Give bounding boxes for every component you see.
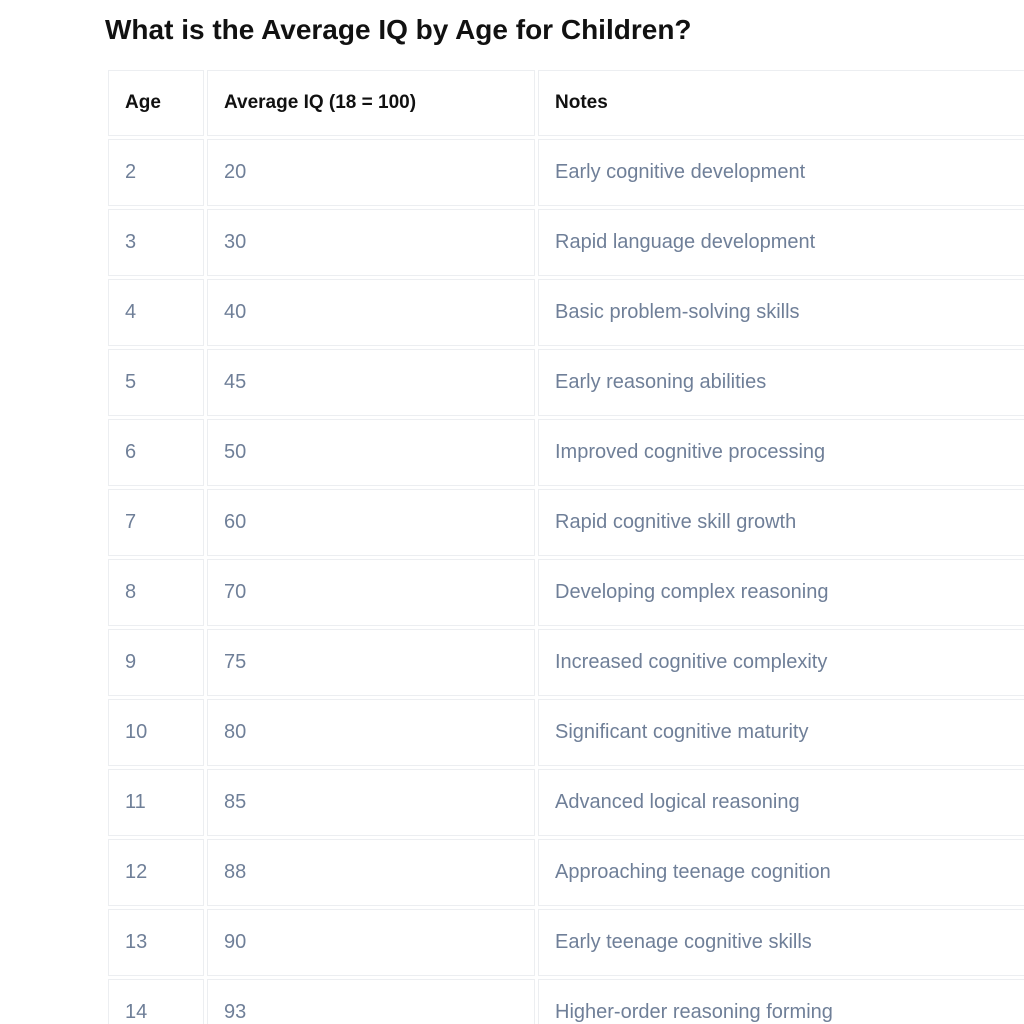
average-iq-cell: 60	[207, 489, 535, 556]
average-iq-cell: 30	[207, 209, 535, 276]
average-iq-cell: 90	[207, 909, 535, 976]
table-row: 11 85 Advanced logical reasoning	[108, 769, 1024, 836]
notes-cell: Early reasoning abilities	[538, 349, 1024, 416]
age-cell: 11	[108, 769, 204, 836]
age-cell: 4	[108, 279, 204, 346]
average-iq-cell: 93	[207, 979, 535, 1024]
average-iq-cell: 70	[207, 559, 535, 626]
notes-cell: Increased cognitive complexity	[538, 629, 1024, 696]
table-row: 7 60 Rapid cognitive skill growth	[108, 489, 1024, 556]
table-row: 10 80 Significant cognitive maturity	[108, 699, 1024, 766]
average-iq-cell: 85	[207, 769, 535, 836]
notes-cell: Higher-order reasoning forming	[538, 979, 1024, 1024]
table-header: Age Average IQ (18 = 100) Notes	[108, 70, 1024, 136]
notes-cell: Rapid cognitive skill growth	[538, 489, 1024, 556]
average-iq-cell: 50	[207, 419, 535, 486]
average-iq-cell: 88	[207, 839, 535, 906]
average-iq-cell: 45	[207, 349, 535, 416]
notes-cell: Approaching teenage cognition	[538, 839, 1024, 906]
table-row: 3 30 Rapid language development	[108, 209, 1024, 276]
age-cell: 6	[108, 419, 204, 486]
notes-cell: Basic problem-solving skills	[538, 279, 1024, 346]
age-cell: 9	[108, 629, 204, 696]
column-header-notes: Notes	[538, 70, 1024, 136]
age-cell: 2	[108, 139, 204, 206]
table-row: 2 20 Early cognitive development	[108, 139, 1024, 206]
notes-cell: Early cognitive development	[538, 139, 1024, 206]
notes-cell: Advanced logical reasoning	[538, 769, 1024, 836]
page-title: What is the Average IQ by Age for Childr…	[105, 14, 692, 45]
average-iq-cell: 20	[207, 139, 535, 206]
table-row: 6 50 Improved cognitive processing	[108, 419, 1024, 486]
iq-by-age-table: Age Average IQ (18 = 100) Notes 2 20 Ear…	[105, 67, 1024, 1024]
age-cell: 8	[108, 559, 204, 626]
average-iq-cell: 75	[207, 629, 535, 696]
table-row: 14 93 Higher-order reasoning forming	[108, 979, 1024, 1024]
age-cell: 3	[108, 209, 204, 276]
table-row: 12 88 Approaching teenage cognition	[108, 839, 1024, 906]
age-cell: 7	[108, 489, 204, 556]
column-header-age: Age	[108, 70, 204, 136]
iq-table-container: Age Average IQ (18 = 100) Notes 2 20 Ear…	[105, 67, 1024, 1024]
age-cell: 14	[108, 979, 204, 1024]
notes-cell: Rapid language development	[538, 209, 1024, 276]
notes-cell: Early teenage cognitive skills	[538, 909, 1024, 976]
table-row: 5 45 Early reasoning abilities	[108, 349, 1024, 416]
age-cell: 13	[108, 909, 204, 976]
table-row: 9 75 Increased cognitive complexity	[108, 629, 1024, 696]
average-iq-cell: 80	[207, 699, 535, 766]
table-row: 13 90 Early teenage cognitive skills	[108, 909, 1024, 976]
notes-cell: Improved cognitive processing	[538, 419, 1024, 486]
age-cell: 10	[108, 699, 204, 766]
average-iq-cell: 40	[207, 279, 535, 346]
notes-cell: Developing complex reasoning	[538, 559, 1024, 626]
table-header-row: Age Average IQ (18 = 100) Notes	[108, 70, 1024, 136]
age-cell: 12	[108, 839, 204, 906]
notes-cell: Significant cognitive maturity	[538, 699, 1024, 766]
table-row: 4 40 Basic problem-solving skills	[108, 279, 1024, 346]
age-cell: 5	[108, 349, 204, 416]
table-row: 8 70 Developing complex reasoning	[108, 559, 1024, 626]
column-header-average-iq: Average IQ (18 = 100)	[207, 70, 535, 136]
table-body: 2 20 Early cognitive development 3 30 Ra…	[108, 139, 1024, 1024]
